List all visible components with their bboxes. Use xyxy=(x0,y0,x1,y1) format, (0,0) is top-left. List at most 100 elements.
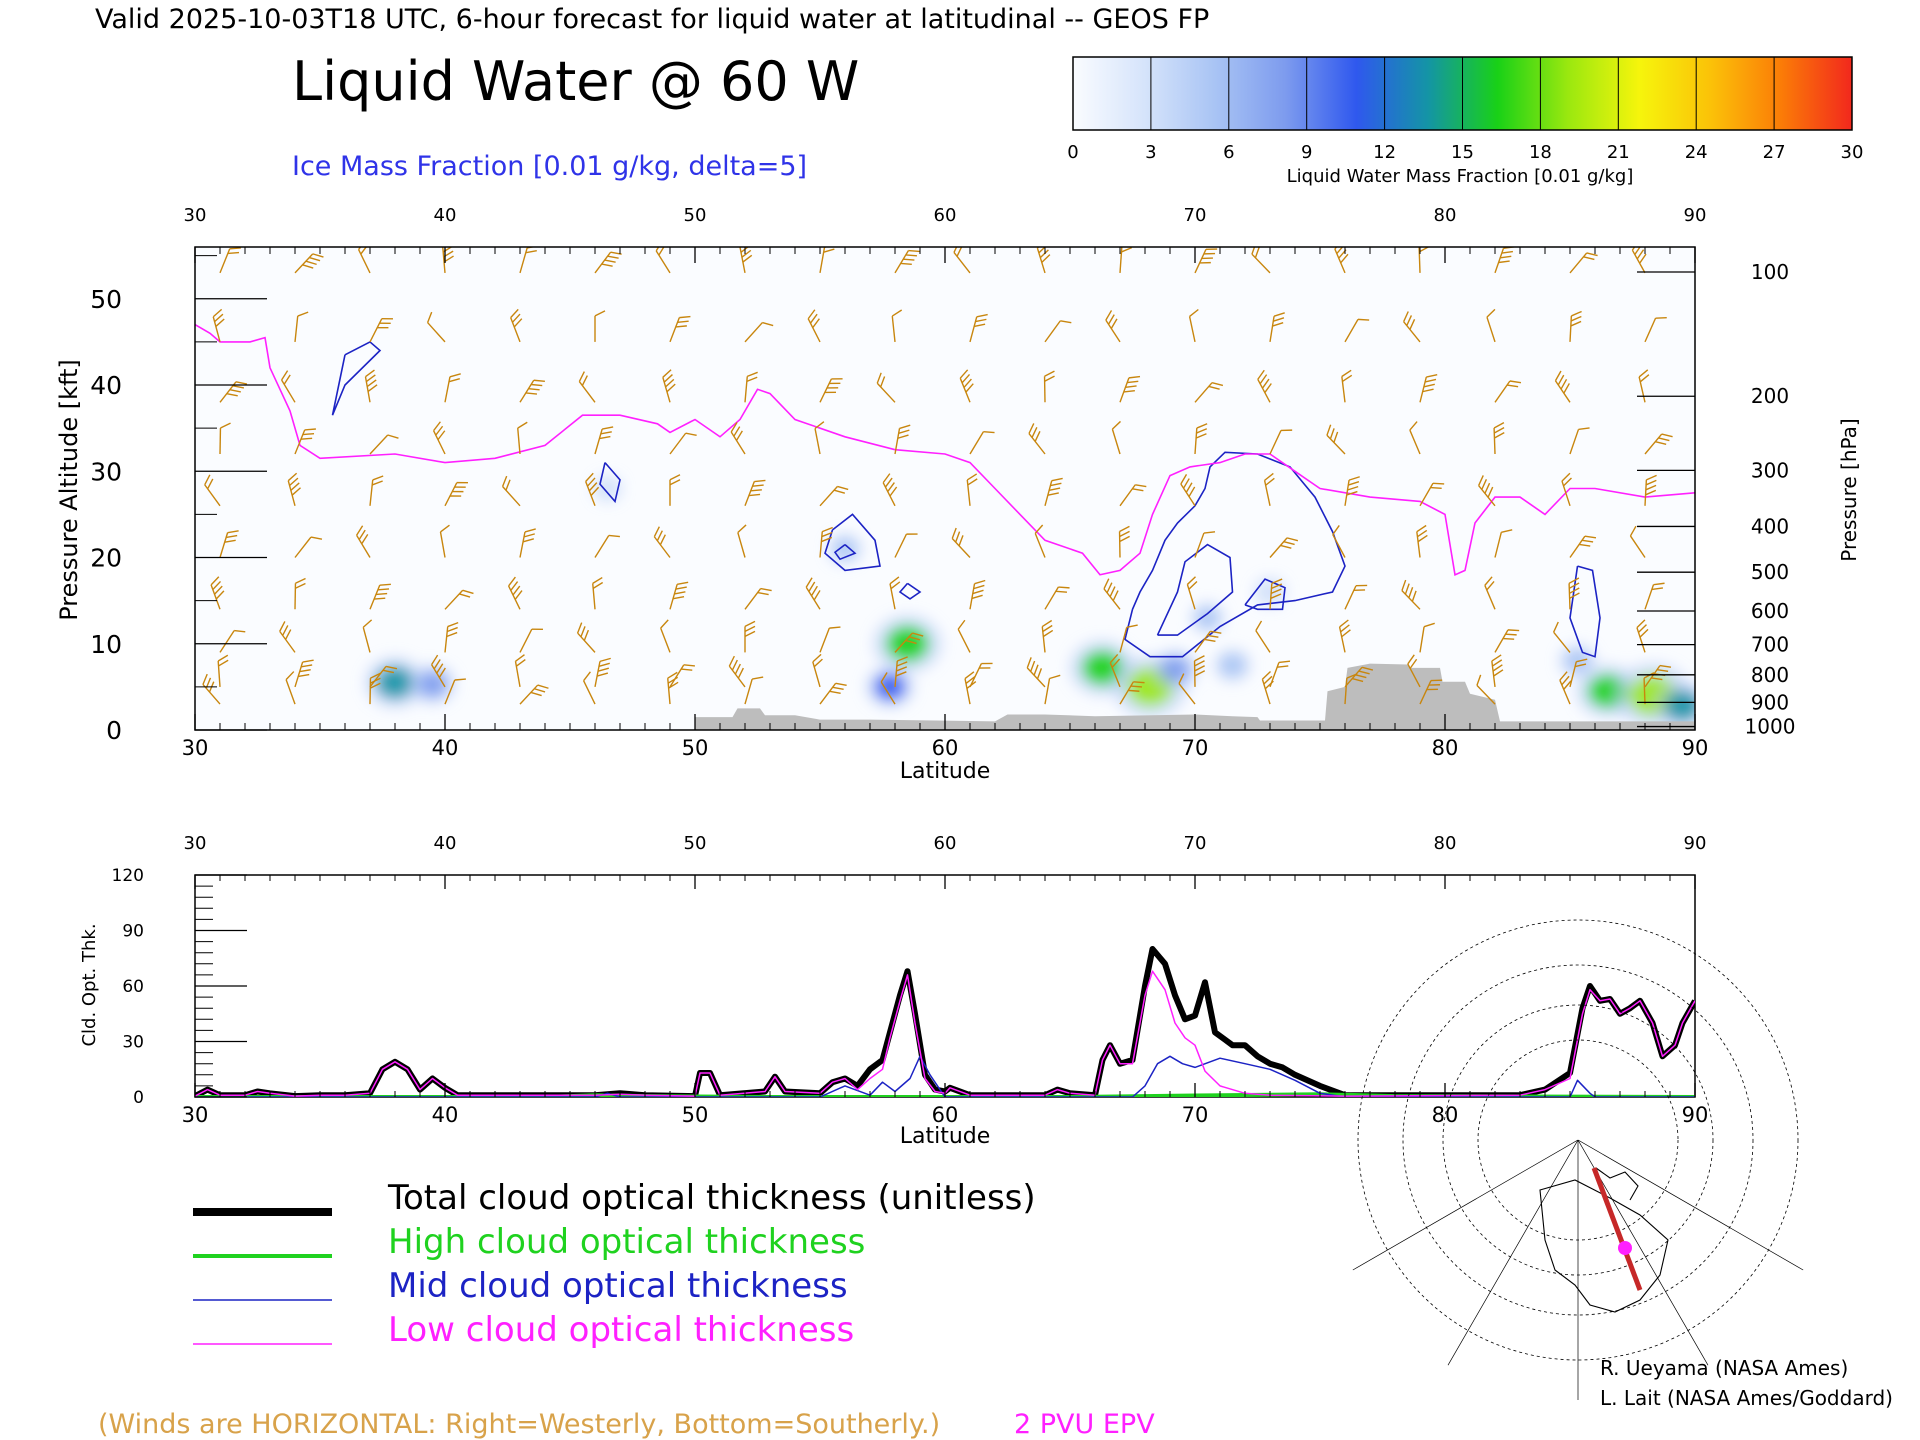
wind-barb xyxy=(1419,622,1435,653)
wind-barb xyxy=(1559,671,1572,705)
wind-barb xyxy=(819,485,849,507)
wind-barb xyxy=(219,247,241,274)
wind-barb xyxy=(1044,674,1061,705)
wind-barb xyxy=(1569,658,1588,688)
bottom-ytick-label: 60 xyxy=(122,977,144,997)
wind-barb xyxy=(1178,673,1196,705)
bottom-xtick-label-upper: 50 xyxy=(684,833,707,854)
legend-label: Mid cloud optical thickness xyxy=(388,1266,848,1306)
valid-line: Valid 2025-10-03T18 UTC, 6-hour forecast… xyxy=(95,4,1209,35)
wind-barb xyxy=(807,309,821,343)
wind-barb xyxy=(369,665,398,688)
wind-barb xyxy=(219,530,239,558)
wind-barb xyxy=(369,318,393,343)
wind-barbs xyxy=(202,247,1673,705)
wind-barb xyxy=(519,379,545,403)
bottom-xtick-label-upper: 90 xyxy=(1684,833,1707,854)
wind-barb xyxy=(891,309,903,342)
top-xtick-label-upper: 60 xyxy=(934,205,957,226)
wind-barb xyxy=(294,428,316,455)
wind-barb xyxy=(1263,472,1275,506)
wind-barb xyxy=(880,672,896,705)
top-xtick-label-upper: 70 xyxy=(1184,205,1207,226)
wind-barb xyxy=(744,676,764,705)
wind-barb xyxy=(444,589,474,610)
legend-label: Low cloud optical thickness xyxy=(388,1310,854,1350)
map-meridian xyxy=(1352,1139,1579,1271)
credit-ueyama: R. Ueyama (NASA Ames) xyxy=(1600,1356,1848,1380)
bottom-xtick-label-upper: 40 xyxy=(434,833,457,854)
map-coastline-greenland xyxy=(1595,1167,1639,1201)
wind-barb xyxy=(1644,316,1667,343)
wind-barb xyxy=(517,421,528,455)
map-meridian xyxy=(1447,1139,1579,1366)
wind-barb xyxy=(669,664,695,688)
top-xtick-label: 80 xyxy=(1432,736,1459,760)
wind-barb xyxy=(1111,420,1121,455)
wind-barb xyxy=(1494,629,1520,653)
top-xtick-label-upper: 80 xyxy=(1434,205,1457,226)
bottom-xtick-label-upper: 70 xyxy=(1184,833,1207,854)
wind-barb xyxy=(1344,673,1358,705)
wind-barb xyxy=(1344,666,1374,688)
wind-barb xyxy=(1644,433,1673,455)
wind-barb xyxy=(959,369,974,403)
wind-barb xyxy=(1344,584,1368,610)
map-latitude-circle xyxy=(1402,964,1754,1316)
wind-barb xyxy=(1261,671,1274,705)
liquid-water-blob xyxy=(418,671,447,697)
wind-barb xyxy=(369,475,384,506)
wind-barb xyxy=(1636,619,1649,653)
top-xtick-label-upper: 30 xyxy=(184,205,207,226)
colorbar: 0 3 6 9 12 15 18 21 24 27 30 xyxy=(1067,56,1863,163)
credit-lait: L. Lait (NASA Ames/Goddard) xyxy=(1600,1386,1893,1410)
wind-barb xyxy=(1194,531,1216,558)
wind-barb xyxy=(1644,474,1657,506)
colorbar-tick-label: 9 xyxy=(1301,142,1312,163)
wind-barb xyxy=(669,432,697,455)
wind-barb xyxy=(1269,537,1299,558)
ice-contour xyxy=(599,462,621,504)
wind-barb xyxy=(1494,529,1513,558)
ice-contour xyxy=(1244,578,1286,611)
bottom-xtick-label-upper: 80 xyxy=(1434,833,1457,854)
epv-2pvu-line xyxy=(195,323,1695,576)
wind-barb xyxy=(1194,423,1208,455)
wind-barb xyxy=(1484,576,1496,610)
wind-barb xyxy=(294,536,323,558)
wind-barb xyxy=(1044,586,1070,610)
wind-barb xyxy=(876,372,896,403)
pressure-tick-label: 700 xyxy=(1751,633,1789,657)
series-line-0 xyxy=(195,946,1695,1097)
bottom-xtick-label: 80 xyxy=(1432,1103,1459,1127)
wind-barb xyxy=(812,653,823,688)
bottom-xtick-label-upper: 30 xyxy=(184,833,207,854)
wind-barb xyxy=(1028,423,1046,455)
legend-label: Total cloud optical thickness (unitless) xyxy=(387,1178,1036,1218)
wind-barb xyxy=(369,434,399,455)
colorbar-label: Liquid Water Mass Fraction [0.01 g/kg] xyxy=(1287,166,1634,187)
ice-contour xyxy=(824,513,881,572)
top-xtick-label: 40 xyxy=(432,736,459,760)
series-line-3 xyxy=(195,970,1695,1097)
wind-barb xyxy=(364,369,378,403)
pressure-tick-label: 100 xyxy=(1751,260,1789,284)
liquid-water-blob xyxy=(1160,657,1190,682)
wind-barb xyxy=(744,479,766,507)
terrain xyxy=(695,663,1695,730)
wind-barb xyxy=(594,534,620,558)
wind-barb xyxy=(882,473,898,507)
wind-barb xyxy=(1194,248,1218,274)
wind-barb xyxy=(969,579,986,610)
liquid-water-cross-section: 3030404050506060707080809090010203040501… xyxy=(90,205,1795,760)
colorbar-tick-label: 27 xyxy=(1763,142,1786,163)
wind-barb xyxy=(1041,619,1054,653)
wind-barb xyxy=(1344,318,1370,343)
wind-barb xyxy=(1251,247,1271,274)
ice-contour xyxy=(898,582,922,600)
wind-barb xyxy=(728,655,746,688)
wind-barb xyxy=(204,474,221,507)
wind-barb xyxy=(362,619,373,653)
bottom-xtick-label: 90 xyxy=(1682,1103,1709,1127)
wind-barb xyxy=(814,421,825,455)
